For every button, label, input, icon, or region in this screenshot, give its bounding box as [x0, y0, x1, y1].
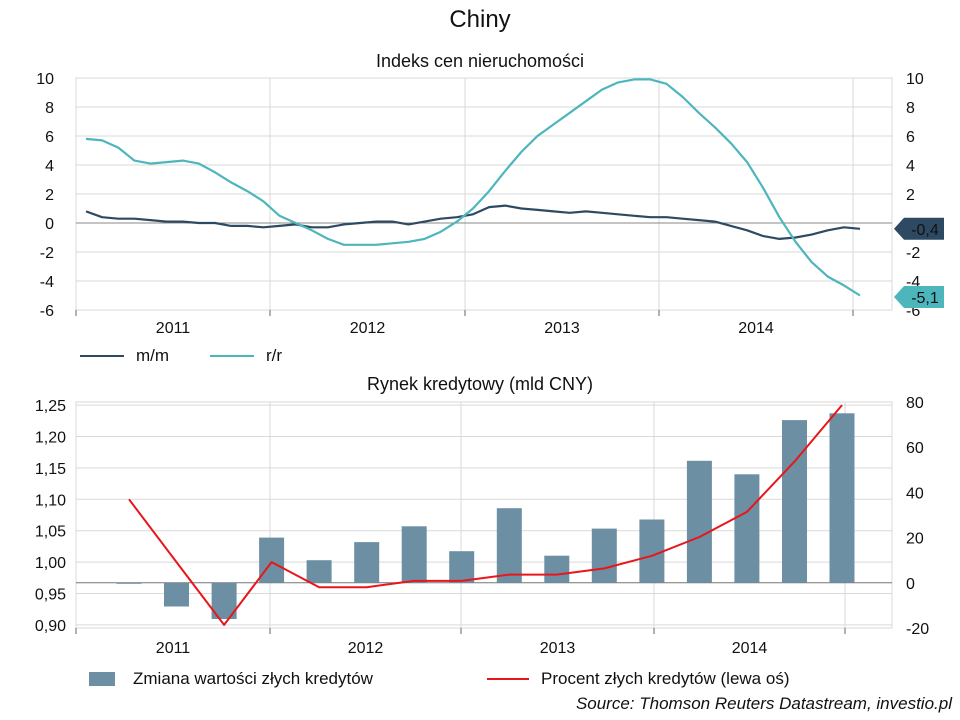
legend-mm-swatch	[80, 355, 124, 357]
y-left-tick-label: 8	[45, 100, 54, 117]
legend-rr: r/r	[210, 346, 282, 366]
y-right-tick-label: 10	[906, 71, 924, 88]
page-title: Chiny	[449, 6, 511, 33]
legend-bars: Zmiana wartości złych kredytów	[89, 669, 373, 689]
y-left-tick-label: -2	[40, 245, 54, 262]
series-rr-line	[85, 78, 861, 297]
bar	[782, 420, 807, 583]
x-tick-label: 2014	[732, 640, 768, 657]
x-tick-label: 2013	[540, 640, 576, 657]
end-label-mm-tag	[894, 217, 944, 240]
bar	[829, 413, 855, 583]
bar	[686, 460, 712, 583]
y-right-tick-label: 40	[906, 485, 924, 502]
y-left-tick-label: 1,25	[35, 398, 66, 415]
x-tick-label: 2012	[350, 320, 386, 337]
bar	[544, 555, 570, 583]
y-right-tick-label: 6	[906, 129, 915, 146]
end-label-mm: -0,4	[911, 222, 939, 239]
y-right-tick-label: 4	[906, 158, 915, 175]
bar	[639, 519, 665, 583]
bar	[401, 526, 427, 583]
bar	[496, 508, 522, 583]
legend-red: Procent złych kredytów (lewa oś)	[487, 669, 789, 689]
house-price-chart: 10108866442200-2-2-4-4-6-620112012201320…	[36, 71, 944, 337]
y-left-tick-label: 0,95	[35, 586, 66, 603]
legend-bars-swatch	[89, 672, 115, 686]
y-right-tick-label: 2	[906, 187, 915, 204]
bar	[306, 560, 332, 583]
end-label-rr: -5,1	[911, 290, 939, 307]
legend-rr-label: r/r	[266, 346, 283, 365]
y-right-tick-label: 80	[906, 395, 924, 412]
y-right-tick-label: -20	[906, 621, 929, 638]
y-left-tick-label: 4	[45, 158, 54, 175]
bar	[449, 551, 475, 583]
y-left-tick-label: 1,10	[35, 492, 66, 509]
y-left-tick-label: 1,15	[35, 461, 66, 478]
bar	[116, 582, 142, 584]
legend-red-swatch	[487, 678, 529, 680]
x-tick-label: 2013	[544, 320, 580, 337]
bar	[591, 528, 617, 583]
y-left-tick-label: -6	[40, 303, 54, 320]
y-left-tick-label: 0	[45, 216, 54, 233]
bar	[164, 582, 189, 607]
bar	[354, 542, 380, 583]
y-left-tick-label: 6	[45, 129, 54, 146]
y-left-tick-label: 1,00	[35, 555, 66, 572]
legend-mm-label: m/m	[136, 346, 170, 365]
source-note: Source: Thomson Reuters Datastream, inve…	[575, 694, 952, 713]
end-label-rr-tag	[894, 285, 944, 308]
legend-mm: m/m	[80, 346, 169, 366]
y-left-tick-label: 0,90	[35, 618, 66, 635]
y-left-tick-label: -4	[40, 274, 54, 291]
y-right-tick-label: 8	[906, 100, 915, 117]
legend-rr-swatch	[210, 355, 254, 357]
y-left-tick-label: 10	[36, 71, 54, 88]
chart1-title: Indeks cen nieruchomości	[375, 51, 585, 71]
plot-area-2	[75, 401, 893, 629]
y-right-tick-label: 20	[906, 531, 924, 548]
x-tick-label: 2012	[348, 640, 384, 657]
y-right-tick-label: 60	[906, 440, 924, 457]
y-left-tick-label: 1,05	[35, 524, 66, 541]
y-left-tick-label: 2	[45, 187, 54, 204]
series-mm-line	[85, 204, 861, 240]
x-tick-label: 2014	[738, 320, 774, 337]
legend-red-label: Procent złych kredytów (lewa oś)	[541, 669, 790, 688]
chart2-title: Rynek kredytowy (mld CNY)	[366, 374, 594, 394]
series-red-line	[128, 404, 843, 626]
y-left-tick-label: 1,20	[35, 430, 66, 447]
y-right-tick-label: -2	[906, 245, 920, 262]
bar	[734, 474, 760, 583]
x-tick-label: 2011	[156, 320, 191, 337]
x-tick-label: 2011	[156, 640, 191, 657]
y-right-tick-label: 0	[906, 576, 915, 593]
bar	[259, 537, 285, 583]
legend-bars-label: Zmiana wartości złych kredytów	[133, 669, 373, 688]
